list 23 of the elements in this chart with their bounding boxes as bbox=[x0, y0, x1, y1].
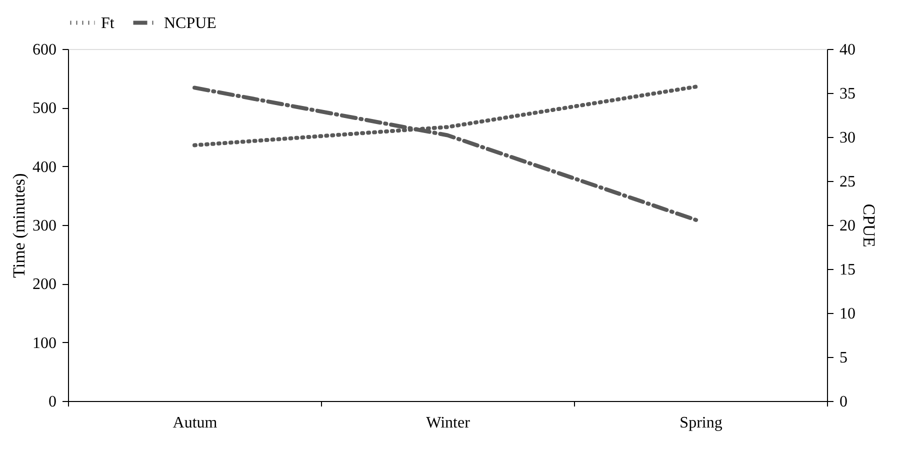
y2-tick-label: 5 bbox=[840, 350, 848, 366]
y2-tick-label: 15 bbox=[840, 262, 856, 278]
y-tick-label: 500 bbox=[32, 100, 56, 118]
y2-axis-title: CPUE bbox=[860, 204, 878, 248]
y-tick-label: 400 bbox=[32, 158, 56, 176]
x-tick-label: Spring bbox=[680, 414, 722, 432]
y-tick-label: 200 bbox=[32, 276, 56, 294]
x-tick-label: Autum bbox=[172, 414, 218, 432]
y2-tick-label: 35 bbox=[840, 86, 856, 102]
y2-tick-label: 30 bbox=[840, 130, 856, 146]
y2-tick-label: 0 bbox=[840, 394, 848, 410]
y-tick-label: 100 bbox=[32, 334, 56, 352]
legend-label: NCPUE bbox=[164, 14, 216, 32]
y-axis-title: Time (minutes) bbox=[10, 173, 28, 278]
y2-tick-label: 10 bbox=[840, 306, 856, 322]
y2-tick-label: 40 bbox=[840, 42, 856, 58]
y2-tick-label: 25 bbox=[840, 174, 856, 190]
y-tick-label: 0 bbox=[48, 394, 56, 410]
y2-tick-label: 20 bbox=[840, 218, 856, 234]
legend-label: Ft bbox=[101, 14, 115, 32]
y-tick-label: 600 bbox=[32, 42, 56, 58]
x-tick-label: Winter bbox=[426, 414, 471, 432]
y-tick-label: 300 bbox=[32, 218, 56, 234]
